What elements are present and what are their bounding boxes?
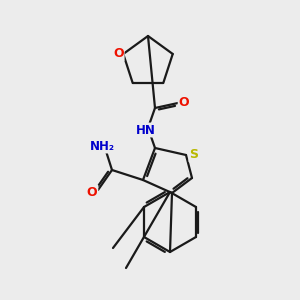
Text: S: S (190, 148, 199, 161)
Text: O: O (179, 95, 189, 109)
Text: NH₂: NH₂ (89, 140, 115, 152)
Text: O: O (87, 185, 97, 199)
Text: HN: HN (136, 124, 156, 136)
Text: O: O (113, 47, 124, 61)
